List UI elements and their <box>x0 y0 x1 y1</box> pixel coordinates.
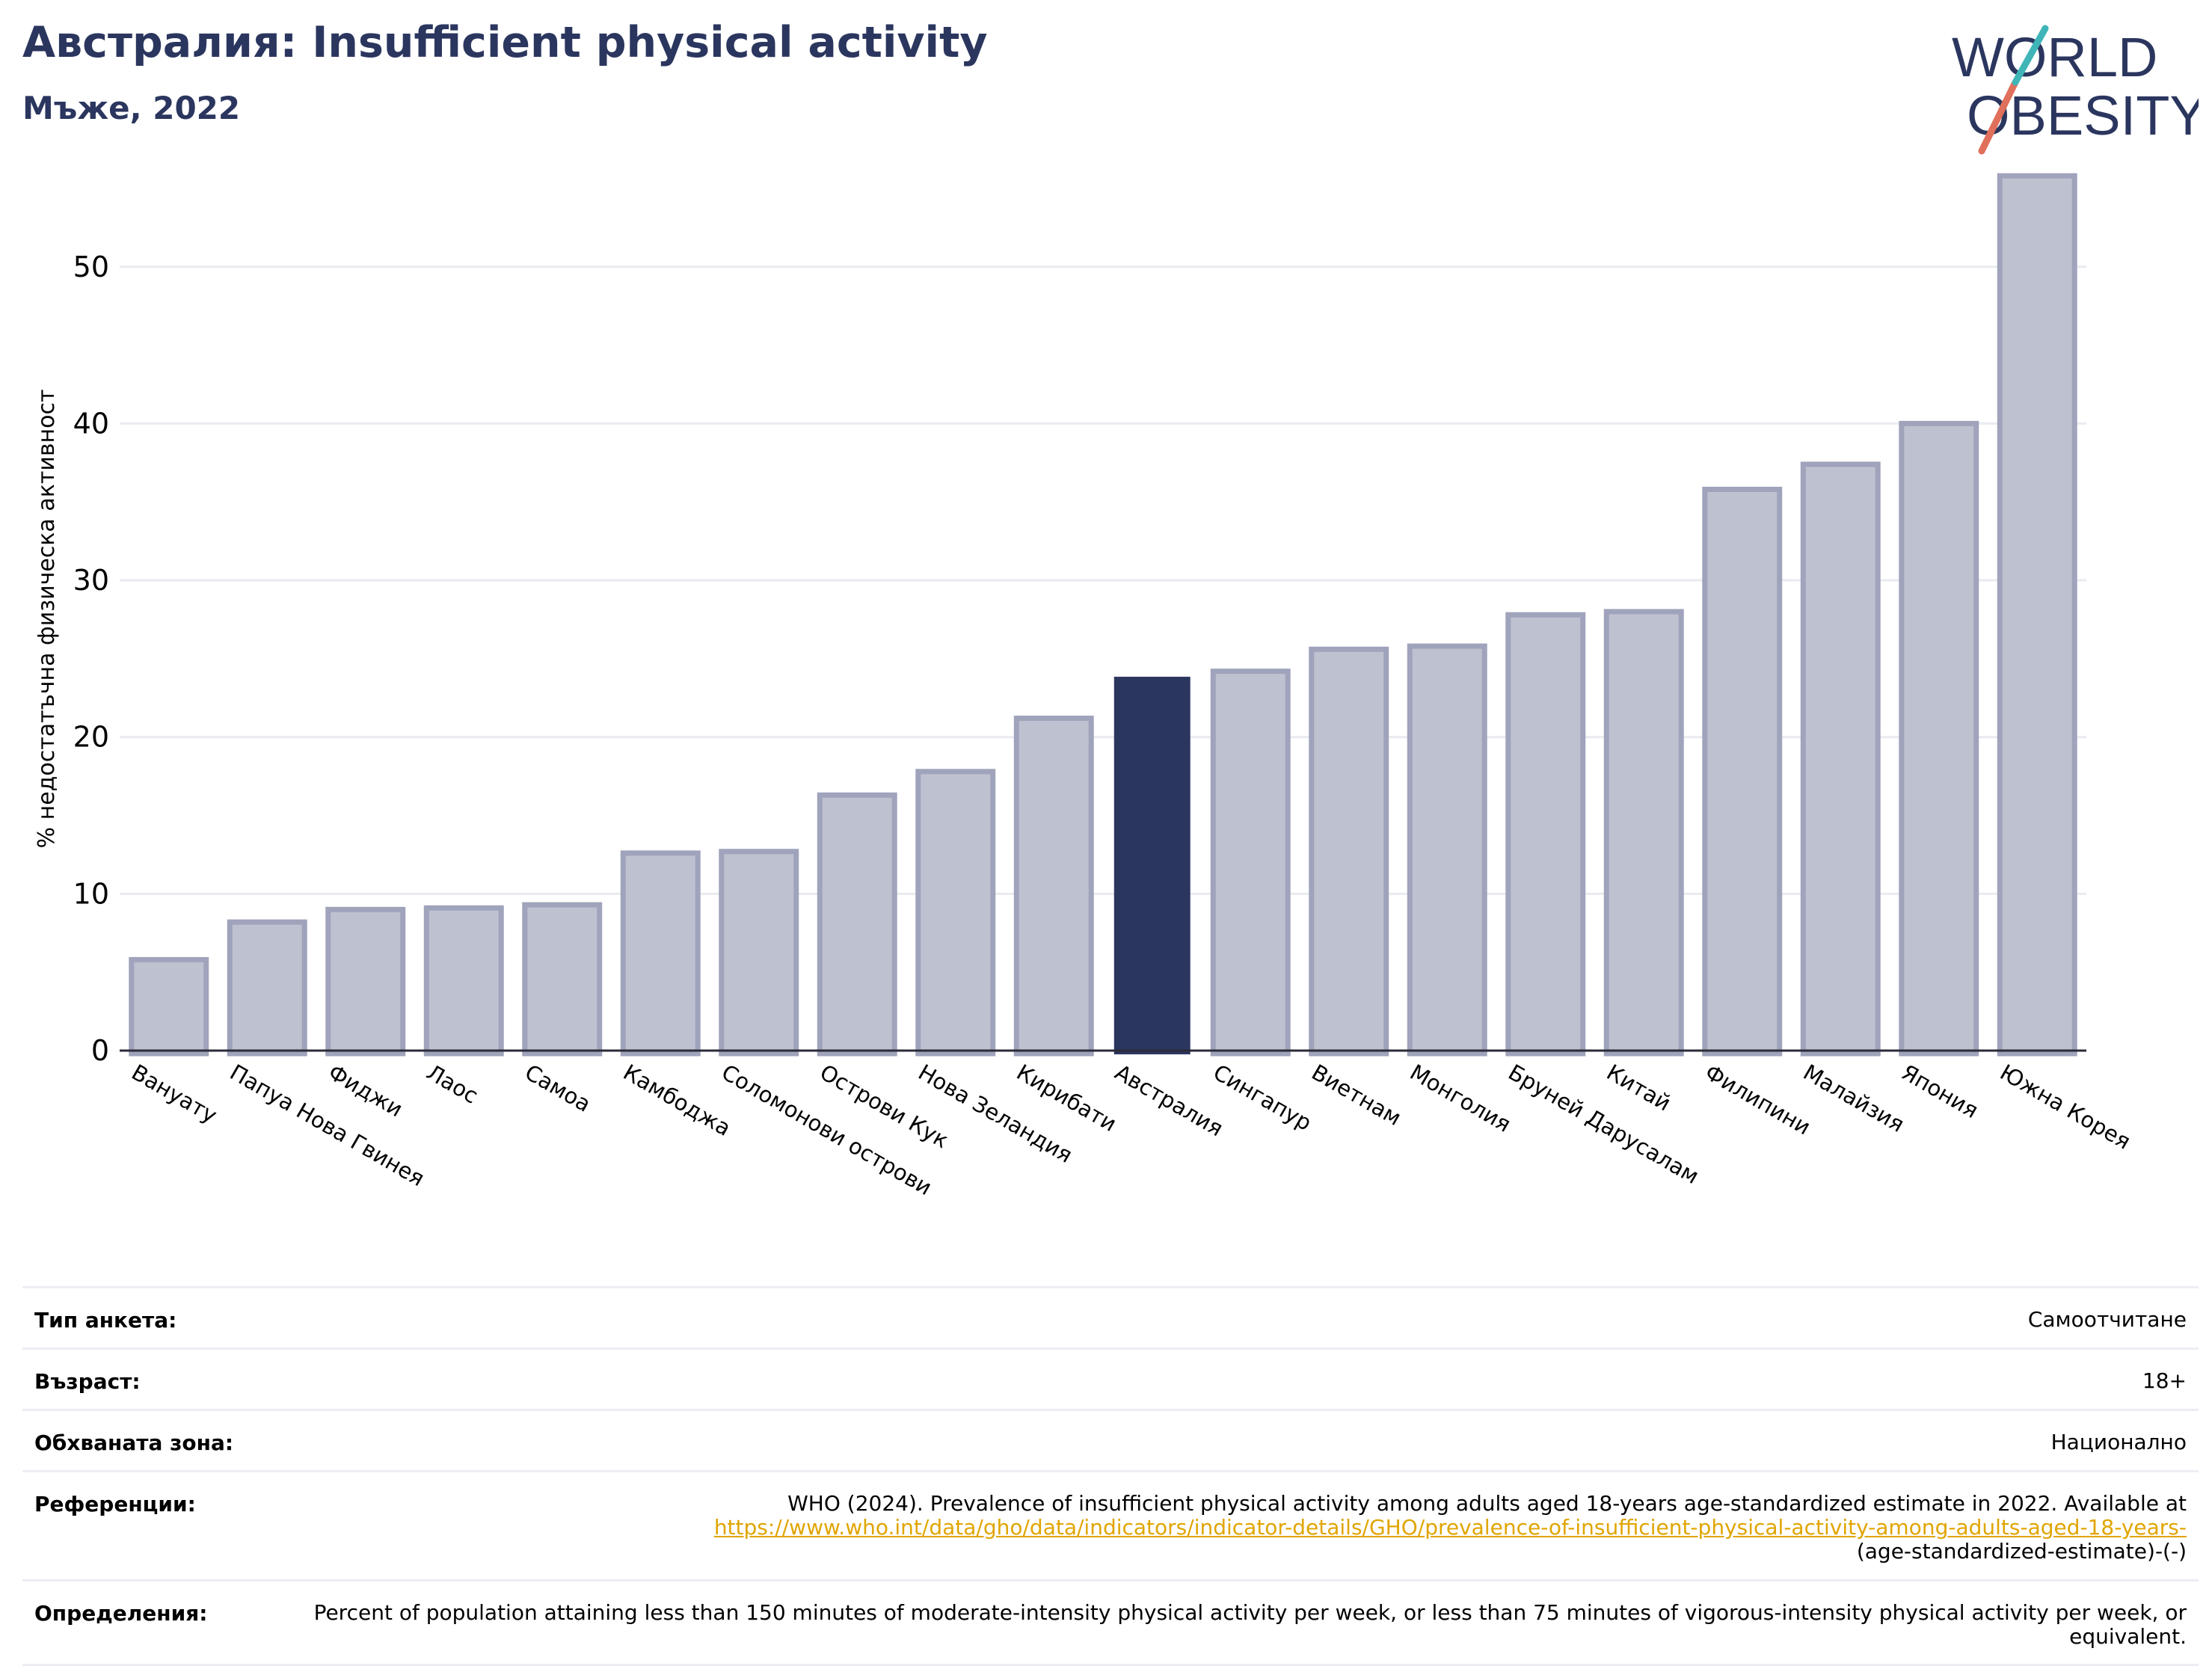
x-tick-label: Самоа <box>520 1060 595 1117</box>
bar <box>1505 612 1586 1057</box>
bar <box>1013 716 1094 1057</box>
survey-type-value: Самоотчитане <box>2027 1307 2187 1332</box>
bar <box>1210 668 1291 1057</box>
y-axis-label: % недостатъчна физическа активност <box>34 390 60 849</box>
x-tick-label: Лаос <box>423 1060 482 1109</box>
x-tick-label: Фиджи <box>324 1060 407 1122</box>
definitions-label: Определения: <box>34 1600 208 1626</box>
logo-word-1: WORLD <box>1952 26 2157 88</box>
coverage-label: Обхваната зона: <box>34 1430 234 1455</box>
x-tick-label: Австралия <box>1110 1060 1227 1142</box>
bar <box>1899 420 1979 1057</box>
bar <box>1407 643 1487 1057</box>
x-tick-label: Камбоджа <box>619 1060 735 1141</box>
grid-lines <box>120 265 2086 895</box>
references-label: Референции: <box>34 1492 196 1516</box>
logo-slash-red <box>1978 79 2019 155</box>
coverage-value: Национално <box>2050 1430 2187 1454</box>
bar <box>1997 173 2077 1057</box>
x-tick-label: Виетнам <box>1307 1060 1405 1131</box>
y-tick-label: 40 <box>73 407 109 440</box>
info-row-age: Възраст: 18+ <box>22 1347 2199 1409</box>
y-tick-label: 50 <box>73 250 109 283</box>
bars <box>129 173 2077 1057</box>
x-tick-label: Сингапур <box>1209 1060 1316 1136</box>
bar <box>423 905 504 1057</box>
bar <box>817 792 897 1057</box>
references-link[interactable]: https://www.who.int/data/gho/data/indica… <box>713 1515 2187 1540</box>
page-subtitle: Мъже, 2022 <box>22 90 241 126</box>
x-tick-label: Япония <box>1897 1060 1982 1123</box>
y-tick-label: 20 <box>73 721 109 754</box>
survey-type-label: Тип анкета: <box>34 1308 177 1333</box>
info-row-survey-type: Тип анкета: Самоотчитане <box>22 1286 2199 1347</box>
info-table: Тип анкета: Самоотчитане Възраст: 18+ Об… <box>22 1286 2199 1666</box>
page-title: Австралия: Insufficient physical activit… <box>22 18 988 67</box>
x-tick-label: Вануату <box>127 1060 221 1128</box>
bar <box>620 850 701 1057</box>
bar <box>522 902 603 1057</box>
age-value: 18+ <box>2142 1368 2187 1393</box>
x-tick-label: Китай <box>1603 1060 1675 1116</box>
age-label: Възраст: <box>34 1369 141 1394</box>
bar <box>915 769 996 1057</box>
x-tick-label: Монголия <box>1406 1060 1515 1137</box>
y-tick-label: 10 <box>73 877 109 910</box>
bar <box>719 849 799 1057</box>
definitions-value: Percent of population attaining less tha… <box>313 1599 2187 1649</box>
references-tail: (age-standardized-estimate)-(-) <box>1856 1539 2187 1564</box>
bar <box>1113 677 1191 1054</box>
bar <box>227 919 307 1057</box>
x-tick-label: Малайзия <box>1799 1060 1909 1137</box>
logo-word-2: OBESITY <box>1967 84 2199 147</box>
bar <box>1309 646 1389 1057</box>
bar <box>1800 461 1881 1057</box>
x-tick-label: Филипини <box>1701 1060 1815 1140</box>
info-row-references: Референции: WHO (2024). Prevalence of in… <box>22 1470 2199 1579</box>
bar <box>1702 486 1783 1057</box>
bar <box>129 956 209 1057</box>
y-tick-label: 0 <box>91 1034 109 1067</box>
y-axis-ticks: 0 10 20 30 40 50 <box>73 250 109 1067</box>
references-value: WHO (2024). Prevalence of insufficient p… <box>713 1491 2187 1564</box>
bar <box>325 906 406 1057</box>
logo-slash-teal <box>2012 25 2049 86</box>
x-tick-label: Южна Корея <box>1996 1060 2135 1155</box>
info-row-definitions: Определения: Percent of population attai… <box>22 1579 2199 1666</box>
bar <box>1603 609 1684 1057</box>
world-obesity-logo: WORLD OBESITY <box>1952 25 2199 155</box>
info-row-coverage: Обхваната зона: Национално <box>22 1409 2199 1470</box>
references-text: WHO (2024). Prevalence of insufficient p… <box>787 1491 2187 1516</box>
y-tick-label: 30 <box>73 564 109 597</box>
